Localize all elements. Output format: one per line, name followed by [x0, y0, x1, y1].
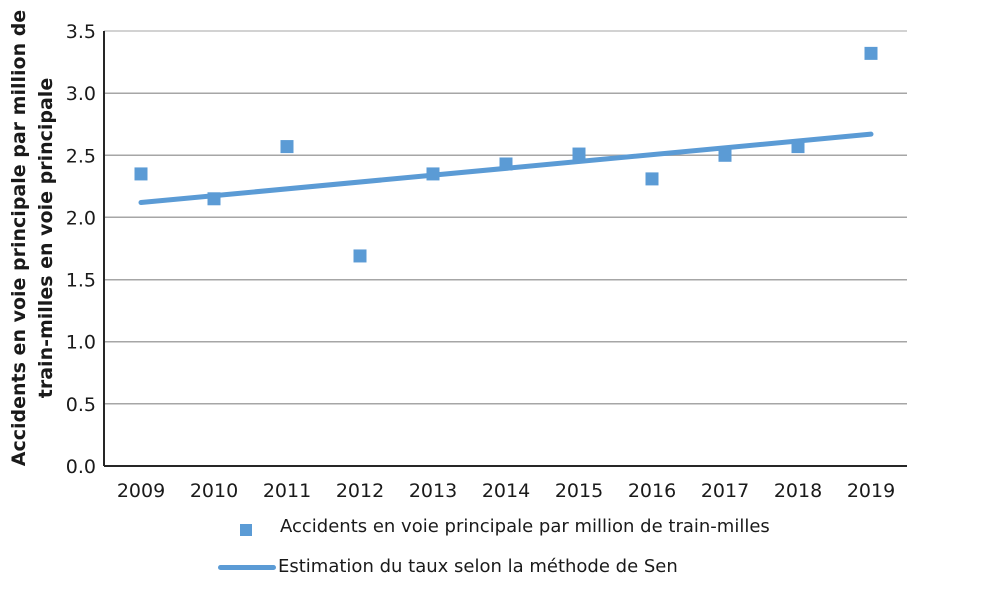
y-tick-label-2.5: 2.5	[66, 145, 96, 167]
legend-scatter-marker-icon	[240, 524, 252, 536]
y-tick-label-1.0: 1.0	[66, 332, 96, 354]
y-tick-label-3.5: 3.5	[66, 21, 96, 43]
data-point-2014	[499, 157, 513, 171]
x-tick-label-2010: 2010	[190, 480, 238, 502]
x-tick-label-2012: 2012	[336, 480, 384, 502]
x-tick-label-2015: 2015	[555, 480, 603, 502]
data-point-2015	[572, 147, 586, 161]
data-point-2017	[718, 148, 732, 162]
y-tick-label-0.0: 0.0	[66, 456, 96, 478]
x-tick-label-2019: 2019	[847, 480, 895, 502]
x-tick-label-2009: 2009	[117, 480, 165, 502]
y-tick-label-3.0: 3.0	[66, 83, 96, 105]
legend-label-accidents: Accidents en voie principale par million…	[280, 516, 770, 537]
x-tick-label-2018: 2018	[774, 480, 822, 502]
data-point-2010	[207, 192, 221, 206]
data-point-2012	[353, 249, 367, 263]
y-tick-label-2.0: 2.0	[66, 207, 96, 229]
legend-label-sen-estimate: Estimation du taux selon la méthode de S…	[278, 556, 678, 577]
x-tick-label-2016: 2016	[628, 480, 676, 502]
x-tick-label-2013: 2013	[409, 480, 457, 502]
plot-area: 0.0 0.5 1.0 1.5 2.0 2.5 3.0 3.5 2009 2010 2011 2012…	[66, 21, 907, 502]
data-point-2011	[280, 140, 294, 154]
data-point-2013	[426, 167, 440, 181]
data-point-2016	[645, 172, 659, 186]
legend-trend-line-icon	[218, 565, 276, 570]
data-point-2009	[134, 167, 148, 181]
data-point-2018	[791, 140, 805, 154]
x-tick-label-2011: 2011	[263, 480, 311, 502]
x-tick-label-2017: 2017	[701, 480, 749, 502]
y-tick-label-0.5: 0.5	[66, 394, 96, 416]
y-tick-label-1.5: 1.5	[66, 270, 96, 292]
data-point-2019	[864, 46, 878, 60]
x-tick-label-2014: 2014	[482, 480, 530, 502]
